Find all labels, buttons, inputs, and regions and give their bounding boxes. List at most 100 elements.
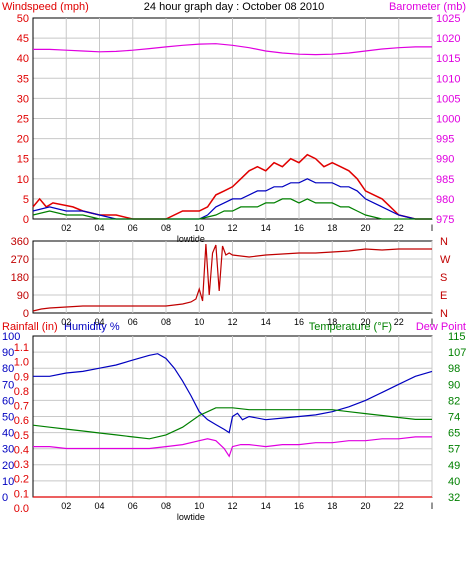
direction-degree-tick: 0 [23,308,29,320]
temperature-tick: 107 [448,347,466,359]
panel-3-x-tick: 16 [294,501,304,511]
barometer-tick: 1005 [436,93,460,105]
series-direction-line [32,243,432,312]
series-temperature-line [32,407,432,440]
chart-panels: 0510152025303540455097598098599099510001… [2,13,466,522]
panel-2-x-tick: 14 [261,317,271,327]
windspeed-tick: 20 [17,134,29,146]
windspeed-tick: 40 [17,53,29,65]
panel-3-x-tick: 02 [61,501,71,511]
barometer-tick: 1000 [436,114,460,126]
panel-3-x-tick: 04 [94,501,104,511]
panel-2-x-tick: 12 [227,317,237,327]
temperature-tick: 40 [448,476,460,488]
direction-compass-tick: E [440,290,447,302]
panel-3-x-tick: 18 [327,501,337,511]
windspeed-tick: 30 [17,93,29,105]
humidity-tick: 10 [2,476,14,488]
windspeed-tick: 45 [17,33,29,45]
panel-1-x-tick: 02 [61,223,71,233]
panel-2-x-tick: 02 [61,317,71,327]
chart-title: 24 hour graph day : October 08 2010 [144,1,324,13]
barometer-tick: 975 [436,214,454,226]
panel-3-x-tick: 20 [360,501,370,511]
panel-2-x-tick: 16 [294,317,304,327]
panel-1-x-tick: 12 [227,223,237,233]
barometer-tick: 990 [436,154,454,166]
humidity-tick: 70 [2,379,14,391]
panel-1-x-tick: 14 [261,223,271,233]
direction-degree-tick: 270 [11,254,29,266]
rainfall-axis-label: Rainfall (in) [2,321,58,333]
panel-2-x-tick: I [431,317,434,327]
panel-1-x-tick: 06 [128,223,138,233]
panel-2-x-tick: 06 [128,317,138,327]
rainfall-tick: 0.5 [14,430,29,442]
series-lull-line [32,198,432,220]
panel-3-x-tick: I [431,501,434,511]
panel-2-x-tick: 20 [360,317,370,327]
panel-2-x-tick: 08 [161,317,171,327]
barometer-tick: 1025 [436,13,460,25]
windspeed-tick: 0 [23,214,29,226]
panel-2-x-tick: 04 [94,317,104,327]
panel-3-x-tick: 22 [394,501,404,511]
dewpoint-axis-label: Dew Point [416,321,466,333]
direction-compass-tick: S [440,272,447,284]
rainfall-tick: 0.6 [14,415,29,427]
temperature-tick: 115 [448,331,466,343]
humidity-tick: 60 [2,395,14,407]
rainfall-tick: 0.9 [14,371,29,383]
panel-3-x-tick: 12 [227,501,237,511]
windspeed-axis-label: Windspeed (mph) [2,1,89,13]
humidity-tick: 0 [2,492,8,504]
series-barometer-line [33,43,432,56]
direction-degree-tick: 90 [17,290,29,302]
temperature-tick: 82 [448,395,460,407]
panel-2-x-tick: 10 [194,317,204,327]
humidity-tick: 40 [2,428,14,440]
panel-1-x-tick: 04 [94,223,104,233]
direction-compass-tick: N [440,308,448,320]
barometer-tick: 1015 [436,53,460,65]
windspeed-tick: 15 [17,154,29,166]
temperature-tick: 74 [448,412,460,424]
temperature-tick: 65 [448,428,460,440]
humidity-tick: 50 [2,412,14,424]
rainfall-tick: 1.0 [14,357,29,369]
panel-3-x-tick: 14 [261,501,271,511]
barometer-tick: 995 [436,134,454,146]
panel-1-x-tick: 10 [194,223,204,233]
barometer-tick: 1020 [436,33,460,45]
windspeed-tick: 10 [17,174,29,186]
series-dew_point-line [33,436,432,458]
humidity-axis-label: Humidity % [64,321,120,333]
panel-1-x-tick: 18 [327,223,337,233]
rainfall-tick: 0.7 [14,401,29,413]
rainfall-tick: 0.2 [14,474,29,486]
barometer-axis-label: Barometer (mb) [389,1,466,13]
panel-3-x-tick: 08 [161,501,171,511]
panel-1-x-marker-label: lowtide [177,234,205,244]
temperature-axis-label: Temperature (°F) [309,321,392,333]
windspeed-tick: 35 [17,73,29,85]
humidity-tick: 80 [2,363,14,375]
humidity-tick: 90 [2,347,14,359]
temperature-tick: 32 [448,492,460,504]
direction-compass-tick: N [440,236,448,248]
direction-degree-tick: 360 [11,236,29,248]
rainfall-tick: 0.8 [14,386,29,398]
direction-compass-tick: W [440,254,451,266]
series-humidity-line [33,353,433,434]
rainfall-tick: 0.1 [14,488,29,500]
windspeed-tick: 25 [17,114,29,126]
barometer-tick: 985 [436,174,454,186]
panel-1-x-tick: 20 [360,223,370,233]
series-gust-line [32,153,432,220]
barometer-tick: 1010 [436,73,460,85]
panel-1-x-tick: 08 [161,223,171,233]
rainfall-tick: 1.1 [14,342,29,354]
